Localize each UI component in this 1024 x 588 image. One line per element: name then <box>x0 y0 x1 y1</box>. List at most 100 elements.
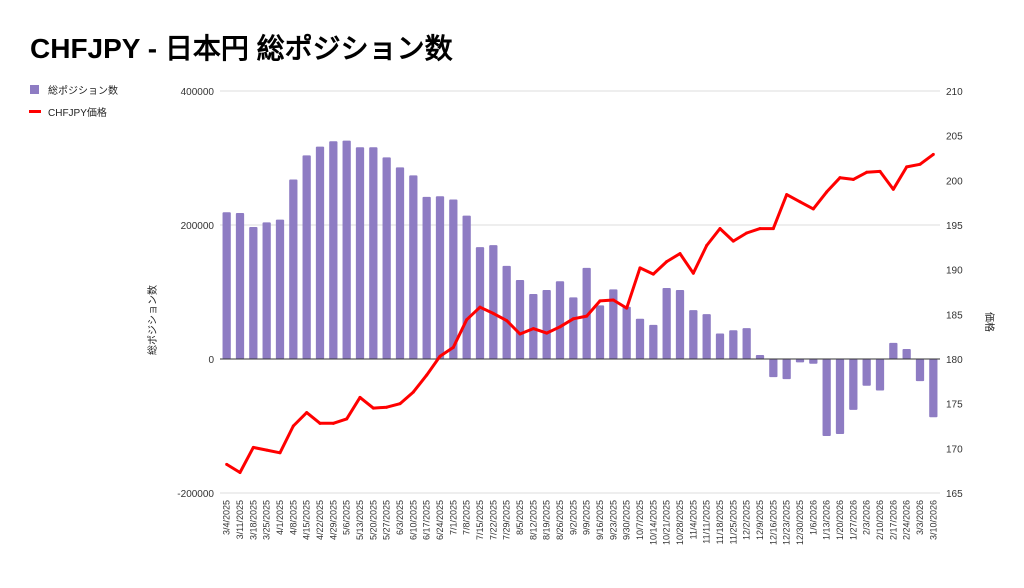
price-point <box>398 402 402 406</box>
bar <box>689 310 698 359</box>
x-tick-label: 6/10/2025 <box>408 500 418 540</box>
x-tick-label: 12/30/2025 <box>795 500 805 545</box>
price-point <box>758 227 762 231</box>
x-tick-label: 1/20/2026 <box>835 500 845 540</box>
price-point <box>291 424 295 428</box>
price-point <box>331 421 335 425</box>
price-point <box>265 448 269 452</box>
bar <box>329 141 338 359</box>
right-axis-ticks: 210 205 200 195 190 185 180 175 170 165 <box>946 87 963 500</box>
x-tick-label: 3/18/2025 <box>248 500 258 540</box>
bar <box>542 289 551 359</box>
price-point <box>891 187 895 191</box>
x-tick-label: 8/5/2025 <box>515 500 525 535</box>
bar <box>582 267 591 359</box>
price-point <box>705 244 709 248</box>
bar <box>635 318 645 359</box>
bar-series <box>222 140 938 437</box>
price-point <box>918 162 922 166</box>
price-point <box>305 411 309 415</box>
bar <box>369 147 378 359</box>
bar <box>729 330 738 359</box>
bar <box>849 359 858 410</box>
x-tick-label: 1/6/2026 <box>808 500 818 535</box>
x-tick-label: 9/30/2025 <box>622 500 632 540</box>
x-tick-label: 3/3/2026 <box>915 500 925 535</box>
price-point <box>598 299 602 303</box>
x-tick-label: 12/2/2025 <box>742 500 752 540</box>
right-tick-label: 180 <box>946 355 963 366</box>
legend-label-bar: 総ポジション数 <box>48 84 118 97</box>
x-tick-label: 11/11/2025 <box>702 500 712 544</box>
line-series <box>225 152 935 474</box>
bar <box>782 359 791 380</box>
price-point <box>798 200 802 204</box>
bar <box>222 212 231 359</box>
price-point <box>745 231 749 235</box>
right-tick-label: 170 <box>946 444 963 455</box>
x-tick-label: 10/28/2025 <box>675 500 685 545</box>
price-point <box>678 252 682 256</box>
x-tick-label: 10/21/2025 <box>662 500 672 545</box>
x-tick-label: 4/29/2025 <box>328 500 338 540</box>
bar <box>515 279 525 359</box>
x-tick-label: 11/25/2025 <box>728 500 738 544</box>
x-tick-label: 9/23/2025 <box>608 500 618 540</box>
x-tick-label: 6/24/2025 <box>435 500 445 540</box>
bar <box>489 245 498 359</box>
price-point <box>251 445 255 449</box>
x-tick-label: 12/23/2025 <box>782 500 792 545</box>
chart-title: CHFJPY - 日本円 総ポジション数 <box>30 32 454 64</box>
bar <box>795 359 805 363</box>
x-tick-label: 2/3/2026 <box>862 500 872 535</box>
bar <box>409 175 418 359</box>
bar <box>249 227 258 359</box>
bar <box>555 281 565 359</box>
price-point <box>225 462 229 466</box>
bar <box>675 289 685 359</box>
price-point <box>665 260 669 264</box>
x-tick-label: 7/29/2025 <box>502 500 512 540</box>
bar <box>889 342 898 359</box>
x-tick-label: 11/18/2025 <box>715 500 725 544</box>
bar <box>929 359 938 418</box>
x-axis-ticks: 3/4/2025 3/11/2025 3/18/2025 3/25/2025 4/1/2… <box>222 500 939 545</box>
x-tick-label: 4/22/2025 <box>315 500 325 540</box>
bar <box>275 219 285 359</box>
price-point <box>505 319 509 323</box>
price-line <box>225 153 935 474</box>
x-tick-label: 8/19/2025 <box>542 500 552 540</box>
bar <box>382 157 391 359</box>
x-tick-label: 8/26/2025 <box>555 500 565 540</box>
price-point <box>625 306 629 310</box>
price-point <box>718 227 722 231</box>
bar <box>715 333 725 359</box>
bar <box>262 222 271 359</box>
bar <box>315 146 325 359</box>
legend-label-line: CHFJPY価格 <box>48 106 107 119</box>
bar <box>809 359 818 364</box>
right-tick-label: 205 <box>946 132 963 143</box>
left-tick-label: 0 <box>208 355 214 366</box>
price-point <box>811 207 815 211</box>
x-tick-label: 1/27/2026 <box>848 500 858 540</box>
price-point <box>651 272 655 276</box>
price-point <box>238 470 242 474</box>
price-point <box>385 405 389 409</box>
price-point <box>865 170 869 174</box>
left-tick-label: 200000 <box>181 221 215 232</box>
left-tick-label: 400000 <box>181 87 215 98</box>
price-point <box>545 331 549 335</box>
x-tick-label: 5/27/2025 <box>382 500 392 540</box>
bar <box>822 359 831 437</box>
price-point <box>278 451 282 455</box>
price-point <box>611 298 615 302</box>
x-tick-label: 4/15/2025 <box>302 500 312 540</box>
x-tick-label: 9/9/2025 <box>582 500 592 535</box>
bar <box>742 328 751 359</box>
right-tick-label: 200 <box>946 176 963 187</box>
price-point <box>478 305 482 309</box>
x-tick-label: 5/20/2025 <box>368 500 378 540</box>
legend: 総ポジション数 CHFJPY価格 <box>29 84 118 119</box>
x-tick-label: 8/12/2025 <box>528 500 538 540</box>
